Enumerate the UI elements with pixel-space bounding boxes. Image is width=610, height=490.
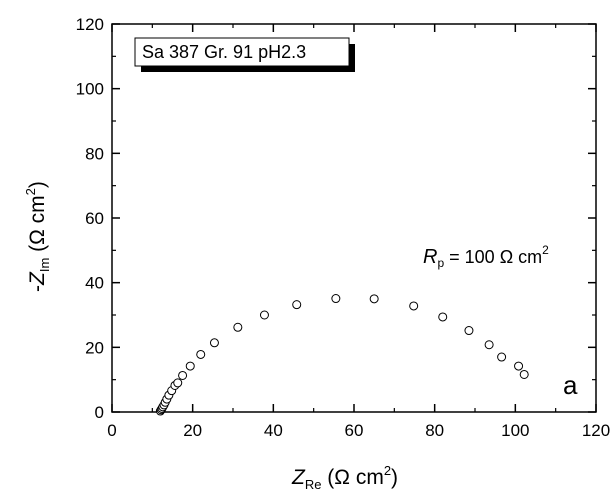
data-point <box>497 352 507 362</box>
data-point <box>178 370 188 380</box>
x-tick-label: 0 <box>107 421 116 440</box>
data-point <box>409 301 419 311</box>
legend-box-text: Sa 387 Gr. 91 pH2.3 <box>142 42 306 62</box>
data-point <box>196 349 206 359</box>
y-tick-label: 40 <box>85 274 104 293</box>
y-label-subscript: Im <box>37 258 52 272</box>
y-tick-label: 80 <box>85 144 104 163</box>
x-label-units: (Ω cm <box>321 466 383 489</box>
data-point <box>369 294 379 304</box>
x-tick-label: 120 <box>582 421 610 440</box>
data-point <box>185 361 195 371</box>
data-point <box>209 338 219 348</box>
data-point <box>292 300 302 310</box>
data-points <box>155 294 529 416</box>
data-point <box>233 322 243 332</box>
x-tick-label: 20 <box>183 421 202 440</box>
plot-frame <box>111 23 597 413</box>
rp-subscript: p <box>437 256 444 270</box>
data-point <box>331 294 341 304</box>
y-label-units: (Ω cm <box>26 195 49 257</box>
rp-annotation: Rp = 100 Ω cm2 <box>423 243 549 270</box>
y-label-units-suffix: ) <box>26 181 49 188</box>
data-point <box>438 312 448 322</box>
y-tick-label: 60 <box>85 209 104 228</box>
x-tick-label: 40 <box>264 421 283 440</box>
y-label-symbol: Z <box>26 271 49 286</box>
y-tick-label: 20 <box>85 338 104 357</box>
y-axis-label: -ZIm (Ω cm2) <box>23 181 52 292</box>
data-point <box>484 340 494 350</box>
x-label-units-suffix: ) <box>391 466 398 489</box>
legend-box: Sa 387 Gr. 91 pH2.3 <box>134 37 355 72</box>
data-point <box>259 310 269 320</box>
x-tick-label: 80 <box>425 421 444 440</box>
y-label-prefix: - <box>26 285 49 292</box>
rp-superscript: 2 <box>542 243 549 257</box>
rp-text: = 100 Ω cm <box>444 247 542 267</box>
legend-box-face <box>134 37 350 67</box>
y-tick-label: 0 <box>95 403 104 422</box>
rp-symbol: R <box>423 246 437 268</box>
y-label-units-sup: 2 <box>23 188 38 195</box>
panel-letter: a <box>563 370 578 400</box>
x-label-symbol: Z <box>291 466 306 489</box>
data-point <box>173 378 183 388</box>
axis-ticks <box>111 23 597 413</box>
x-label-subscript: Re <box>305 477 322 490</box>
x-tick-label: 60 <box>345 421 364 440</box>
tick-labels: 0 20 40 60 80 100 120 0 20 40 60 80 100 120 <box>76 15 610 440</box>
data-point <box>464 326 474 336</box>
data-point <box>519 369 529 379</box>
data-point <box>514 361 524 371</box>
x-axis-label: ZRe (Ω cm2) <box>291 463 398 490</box>
y-tick-label: 100 <box>76 80 104 99</box>
y-tick-label: 120 <box>76 15 104 34</box>
x-tick-label: 100 <box>501 421 529 440</box>
x-label-units-sup: 2 <box>384 463 391 478</box>
